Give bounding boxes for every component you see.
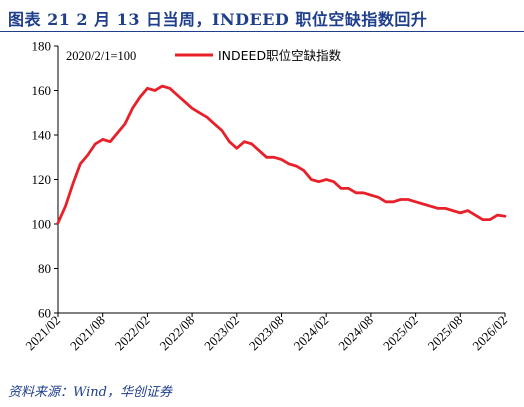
x-tick-label: 2023/02 (201, 313, 242, 354)
x-tick-label: 2022/02 (112, 313, 153, 354)
x-tick-label: 2026/02 (469, 313, 510, 354)
x-axis-ticks: 2021/02 2021/08 2022/02 2022/08 2023/02 2023/… (22, 313, 510, 354)
source-note: 资料来源：Wind，华创证券 (8, 385, 172, 400)
chart-legend: INDEED职位空缺指数 (175, 48, 342, 63)
y-tick-label: 60 (38, 306, 51, 321)
x-tick-label: 2021/08 (67, 313, 108, 354)
figure-title: 图表 21 2 月 13 日当周，INDEED 职位空缺指数回升 (8, 10, 428, 29)
series-layer (56, 84, 507, 225)
x-tick-label: 2022/08 (156, 313, 197, 354)
y-tick-label: 100 (32, 217, 52, 232)
x-tick-label: 2025/02 (380, 313, 421, 354)
chart-axes (57, 46, 505, 314)
x-tick-label: 2025/08 (425, 313, 466, 354)
y-axis-ticks: 60 80 100 120 140 160 180 (32, 39, 58, 321)
y-tick-label: 180 (32, 39, 52, 54)
y-tick-label: 160 (32, 83, 52, 98)
x-tick-label: 2024/02 (291, 313, 332, 354)
base-date-note: 2020/2/1=100 (66, 49, 136, 63)
legend-label: INDEED职位空缺指数 (218, 48, 342, 63)
title-divider (0, 31, 524, 32)
y-tick-label: 140 (32, 128, 52, 143)
y-tick-label: 120 (32, 172, 52, 187)
x-tick-label: 2024/08 (335, 313, 376, 354)
y-tick-label: 80 (38, 261, 51, 276)
series-line (56, 84, 507, 225)
x-tick-label: 2023/08 (246, 313, 287, 354)
